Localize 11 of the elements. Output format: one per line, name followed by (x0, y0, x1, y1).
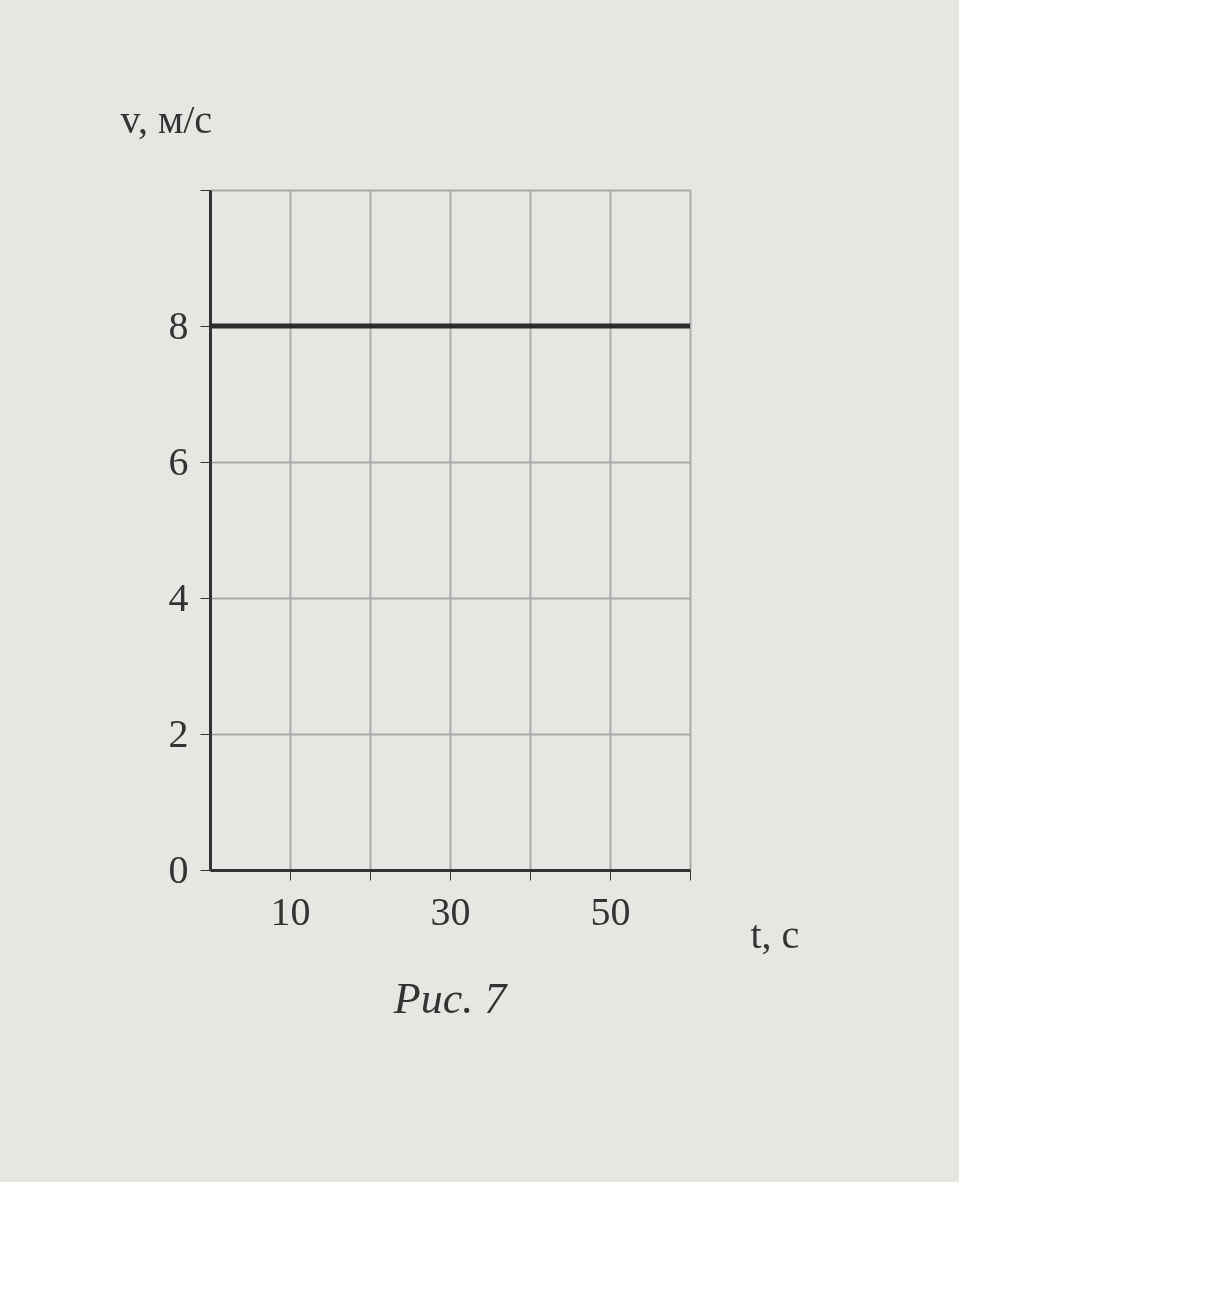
x-tick-label: 30 (430, 888, 471, 934)
y-axis-title: v, м/с (120, 96, 213, 142)
y-tick-label: 8 (168, 302, 189, 348)
y-tick-label: 4 (168, 574, 189, 620)
x-axis-title: t, с (750, 911, 800, 957)
x-tick-label: 10 (270, 888, 311, 934)
y-tick-label: 2 (168, 710, 189, 756)
y-tick-label: 0 (168, 846, 189, 892)
y-tick-label: 6 (168, 438, 189, 484)
x-tick-label: 50 (590, 888, 631, 934)
text: Рис. 7 (392, 974, 509, 1023)
